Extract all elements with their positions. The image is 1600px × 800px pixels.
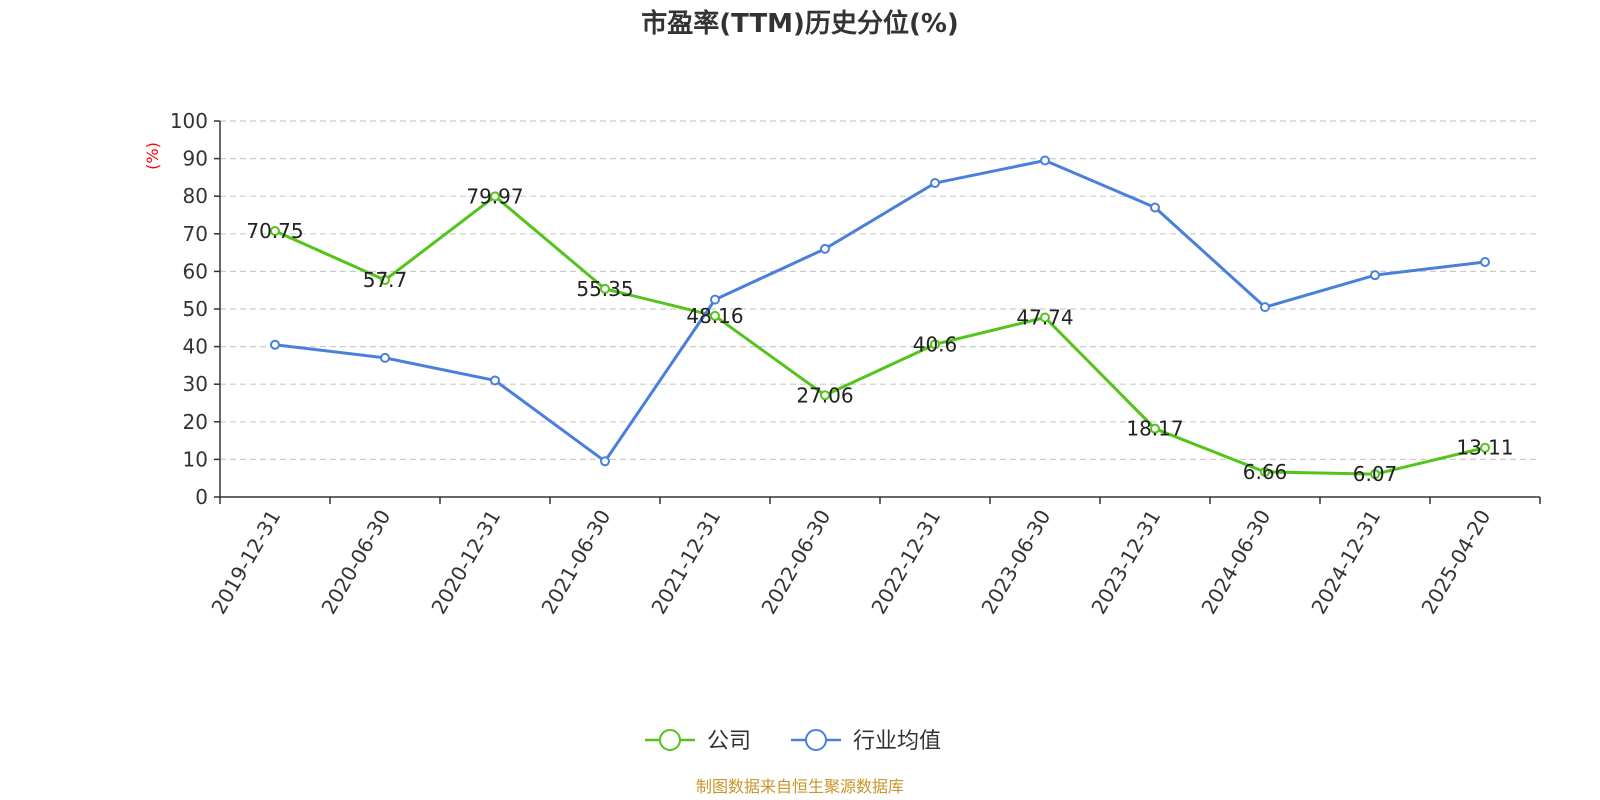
y-tick-label: 70 bbox=[183, 222, 208, 246]
data-point bbox=[600, 456, 610, 467]
series-layer bbox=[270, 155, 1490, 480]
data-point bbox=[1040, 155, 1050, 166]
legend-item-1[interactable]: 行业均值 bbox=[791, 729, 941, 754]
data-point bbox=[600, 283, 610, 294]
y-tick-label: 30 bbox=[183, 372, 208, 396]
legend-marker-icon bbox=[805, 729, 827, 751]
axes bbox=[214, 120, 1541, 504]
data-label: 55.35 bbox=[576, 277, 633, 301]
data-label: 48.16 bbox=[686, 304, 743, 328]
grid-lines bbox=[220, 120, 1540, 460]
data-label: 6.07 bbox=[1353, 462, 1398, 486]
data-point bbox=[1480, 442, 1490, 453]
series-1 bbox=[270, 155, 1490, 467]
y-tick-label: 10 bbox=[183, 447, 208, 471]
data-point bbox=[1370, 469, 1380, 480]
y-tick-label: 50 bbox=[183, 297, 208, 321]
x-tick-label: 2022-12-31 bbox=[866, 506, 945, 619]
data-point bbox=[380, 352, 390, 363]
data-point bbox=[380, 275, 390, 286]
series-line bbox=[274, 194, 1486, 476]
data-label: 6.66 bbox=[1243, 460, 1288, 484]
data-label: 40.6 bbox=[913, 332, 958, 356]
data-label: 79.97 bbox=[466, 184, 523, 208]
data-point bbox=[930, 178, 940, 189]
data-point bbox=[820, 390, 830, 401]
x-tick-label: 2019-12-31 bbox=[206, 506, 285, 619]
x-tick-label: 2021-12-31 bbox=[646, 506, 725, 619]
y-axis-label: (%) bbox=[143, 142, 162, 170]
data-point bbox=[820, 243, 830, 254]
data-point bbox=[490, 375, 500, 386]
source-note: 制图数据来自恒生聚源数据库 bbox=[696, 777, 904, 796]
data-point bbox=[710, 310, 720, 321]
y-tick-label: 90 bbox=[183, 147, 208, 171]
y-tick-label: 20 bbox=[183, 410, 208, 434]
data-point bbox=[1260, 302, 1270, 313]
data-label: 47.74 bbox=[1016, 305, 1073, 329]
legend[interactable]: 公司 行业均值 bbox=[645, 729, 941, 754]
data-point bbox=[1260, 466, 1270, 477]
y-tick-label: 100 bbox=[170, 109, 208, 133]
y-tick-label: 60 bbox=[183, 259, 208, 283]
x-tick-label: 2024-06-30 bbox=[1196, 506, 1275, 619]
legend-marker-icon bbox=[659, 729, 681, 751]
data-label: 18.17 bbox=[1126, 417, 1183, 441]
data-point bbox=[1370, 270, 1380, 281]
data-point bbox=[270, 225, 280, 236]
x-tick-label: 2020-12-31 bbox=[426, 506, 505, 619]
chart-title: 市盈率(TTM)历史分位(%) bbox=[641, 8, 959, 39]
legend-item-0[interactable]: 公司 bbox=[645, 729, 751, 754]
data-point bbox=[1150, 423, 1160, 434]
data-label: 27.06 bbox=[796, 383, 853, 407]
series-line bbox=[274, 158, 1486, 463]
data-point bbox=[1150, 202, 1160, 213]
x-tick-label: 2023-06-30 bbox=[976, 506, 1055, 619]
data-point bbox=[930, 339, 940, 350]
x-tick-label: 2023-12-31 bbox=[1086, 506, 1165, 619]
data-point bbox=[270, 339, 280, 350]
data-label: 13.11 bbox=[1456, 436, 1513, 460]
data-point bbox=[710, 294, 720, 305]
data-point bbox=[1480, 257, 1490, 267]
data-label: 70.75 bbox=[246, 219, 303, 243]
x-tick-label: 2021-06-30 bbox=[536, 506, 615, 619]
data-point bbox=[490, 191, 500, 202]
x-tick-label: 2025-04-20 bbox=[1416, 506, 1495, 619]
legend-label: 行业均值 bbox=[853, 729, 941, 754]
x-tick-label: 2024-12-31 bbox=[1306, 506, 1385, 619]
y-tick-label: 80 bbox=[183, 184, 208, 208]
x-tick-label: 2020-06-30 bbox=[316, 506, 395, 619]
tick-labels: 0 10 20 30 40 50 60 70 80 90 100 2019-12-31 2020-06-… bbox=[170, 109, 1496, 618]
data-point bbox=[1040, 312, 1050, 323]
legend-label: 公司 bbox=[707, 729, 751, 754]
data-labels: 70.75 57.7 79.97 55.35 48.16 27.06 40.6 47.74 18… bbox=[246, 184, 1513, 486]
x-tick-label: 2022-06-30 bbox=[756, 506, 835, 619]
data-label: 57.7 bbox=[363, 268, 408, 292]
y-tick-label: 0 bbox=[195, 485, 208, 509]
series-0 bbox=[270, 191, 1490, 480]
y-tick-label: 40 bbox=[183, 335, 208, 359]
